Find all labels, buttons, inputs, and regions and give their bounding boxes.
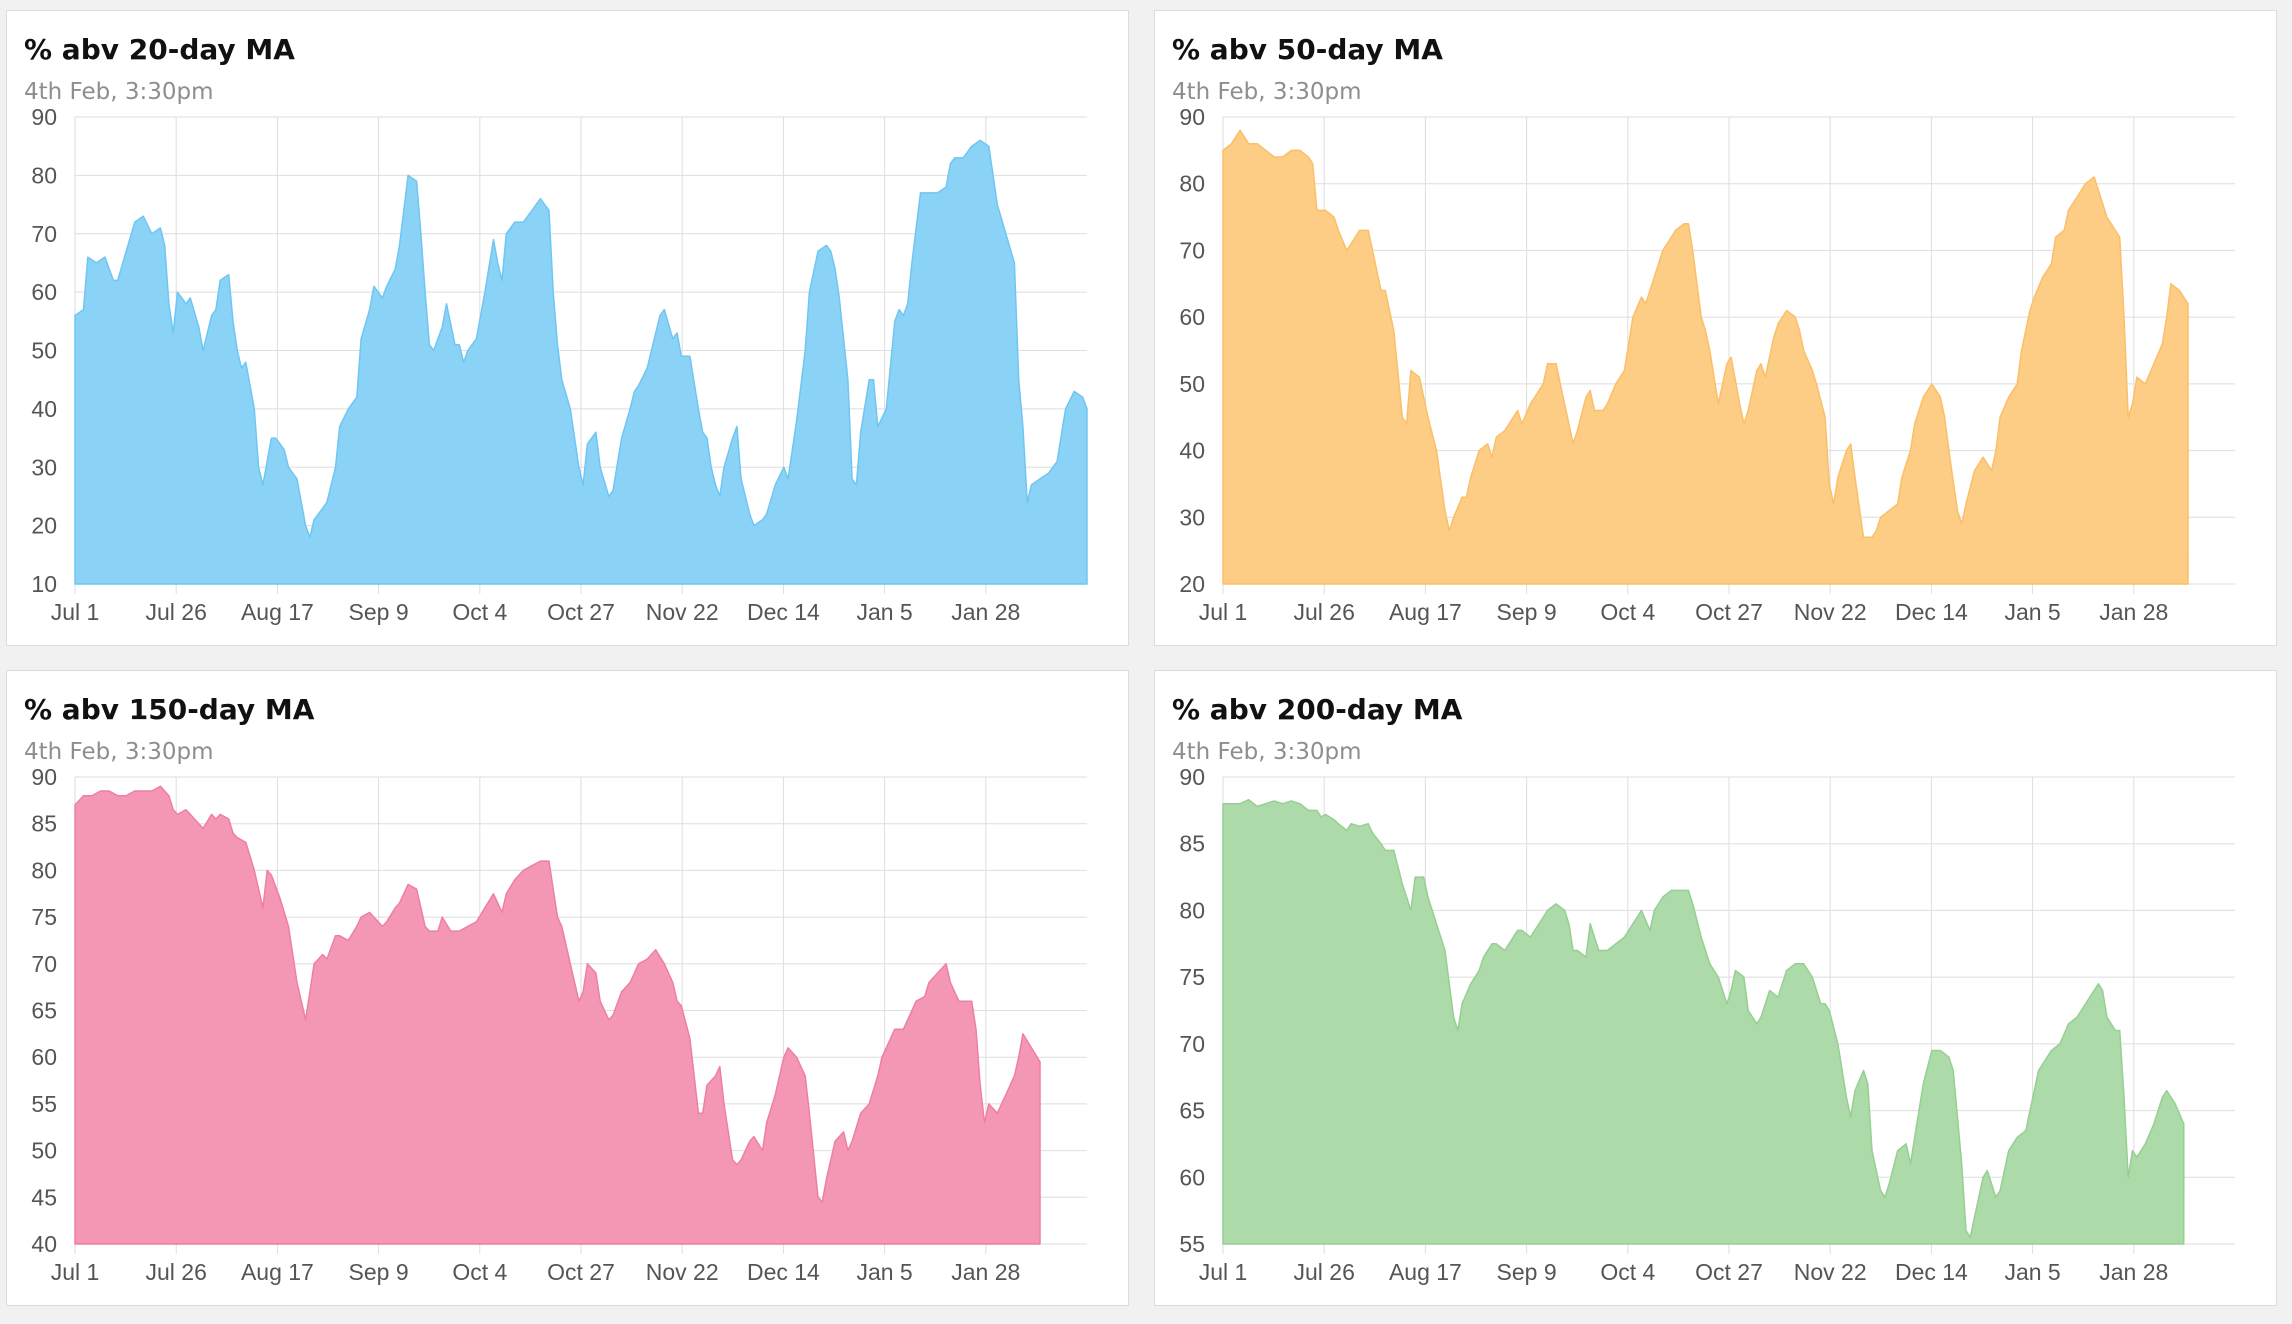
y-tick-label: 90 <box>1179 104 1205 130</box>
x-tick-label: Sep 9 <box>349 599 409 625</box>
y-tick-label: 80 <box>1179 897 1205 923</box>
y-tick-label: 40 <box>31 396 57 422</box>
y-tick-label: 75 <box>1179 964 1205 990</box>
chart-subtitle: 4th Feb, 3:30pm <box>24 739 214 765</box>
y-tick-label: 50 <box>31 338 57 364</box>
x-tick-label: Jul 1 <box>1199 1259 1248 1285</box>
y-tick-label: 80 <box>1179 171 1205 197</box>
y-tick-label: 85 <box>1179 831 1205 857</box>
y-tick-label: 40 <box>31 1231 57 1257</box>
x-tick-label: Jan 28 <box>2099 599 2168 625</box>
y-tick-label: 40 <box>1179 438 1205 464</box>
area-chart-200-day: 55 60 65 70 75 80 85 90 Jul 1 Jul 26 Aug 17 Sep 9 Oc… <box>1179 764 2235 1285</box>
area-series <box>74 785 1041 1245</box>
y-tick-label: 70 <box>31 221 57 247</box>
y-tick-label: 50 <box>1179 371 1205 397</box>
y-tick-label: 70 <box>31 951 57 977</box>
chart-title: % abv 50-day MA <box>1172 33 1443 66</box>
y-tick-label: 65 <box>1179 1098 1205 1124</box>
x-tick-label: Dec 14 <box>1895 1259 1968 1285</box>
chart-title: % abv 20-day MA <box>24 33 295 66</box>
x-tick-label: Oct 27 <box>1695 599 1763 625</box>
x-tick-label: Aug 17 <box>241 1259 314 1285</box>
x-tick-label: Nov 22 <box>646 599 719 625</box>
x-tick-label: Jul 1 <box>1199 599 1248 625</box>
y-tick-label: 90 <box>1179 764 1205 790</box>
x-tick-label: Oct 27 <box>1695 1259 1763 1285</box>
x-tick-label: Oct 27 <box>547 599 615 625</box>
x-tick-label: Sep 9 <box>1497 599 1557 625</box>
chart-panel-150-day: % abv 150-day MA 4th Feb, 3:30pm 40 45 50 5… <box>6 670 1129 1306</box>
x-tick-label: Jul 26 <box>1294 1259 1355 1285</box>
y-tick-label: 45 <box>31 1184 57 1210</box>
x-tick-label: Nov 22 <box>1794 599 1867 625</box>
y-tick-label: 10 <box>31 571 57 597</box>
x-tick-label: Jul 1 <box>51 599 100 625</box>
x-tick-label: Aug 17 <box>1389 599 1462 625</box>
y-tick-label: 55 <box>31 1091 57 1117</box>
chart-title: % abv 150-day MA <box>24 693 315 726</box>
chart-title: % abv 200-day MA <box>1172 693 1463 726</box>
y-tick-label: 70 <box>1179 1031 1205 1057</box>
x-tick-label: Dec 14 <box>747 1259 820 1285</box>
area-chart-50-day: 20 30 40 50 60 70 80 90 Jul 1 Jul 26 Aug 17 Sep 9 Oc… <box>1179 104 2235 625</box>
x-tick-label: Aug 17 <box>1389 1259 1462 1285</box>
y-tick-label: 30 <box>31 454 57 480</box>
x-tick-label: Dec 14 <box>747 599 820 625</box>
x-tick-label: Jul 26 <box>146 1259 207 1285</box>
x-tick-label: Jul 26 <box>146 599 207 625</box>
y-tick-label: 75 <box>31 904 57 930</box>
x-tick-label: Dec 14 <box>1895 599 1968 625</box>
y-tick-label: 60 <box>1179 304 1205 330</box>
x-tick-label: Oct 4 <box>1600 599 1655 625</box>
x-tick-label: Jul 1 <box>51 1259 100 1285</box>
chart-subtitle: 4th Feb, 3:30pm <box>1172 739 1362 765</box>
chart-panel-200-day: % abv 200-day MA 4th Feb, 3:30pm 55 60 65 7… <box>1154 670 2277 1306</box>
chart-subtitle: 4th Feb, 3:30pm <box>24 79 214 105</box>
x-tick-label: Nov 22 <box>646 1259 719 1285</box>
area-chart-20-day: 10 20 30 40 50 60 70 80 90 Jul 1 Jul 26 Aug 17 Sep 9… <box>31 104 1088 625</box>
x-tick-label: Jan 28 <box>951 599 1020 625</box>
y-tick-label: 60 <box>31 1044 57 1070</box>
chart-panel-50-day: % abv 50-day MA 4th Feb, 3:30pm 20 30 40 50… <box>1154 10 2277 646</box>
y-tick-label: 20 <box>1179 571 1205 597</box>
x-tick-label: Sep 9 <box>1497 1259 1557 1285</box>
x-tick-label: Sep 9 <box>349 1259 409 1285</box>
y-tick-label: 80 <box>31 162 57 188</box>
y-tick-label: 80 <box>31 857 57 883</box>
y-tick-label: 55 <box>1179 1231 1205 1257</box>
area-series <box>74 139 1088 585</box>
x-tick-label: Oct 4 <box>452 599 507 625</box>
x-tick-label: Jan 5 <box>856 599 912 625</box>
x-tick-label: Jan 5 <box>2004 599 2060 625</box>
y-tick-label: 20 <box>31 513 57 539</box>
x-tick-label: Jul 26 <box>1294 599 1355 625</box>
chart-subtitle: 4th Feb, 3:30pm <box>1172 79 1362 105</box>
y-tick-label: 90 <box>31 104 57 130</box>
x-tick-label: Oct 27 <box>547 1259 615 1285</box>
y-tick-label: 60 <box>31 279 57 305</box>
area-series <box>1222 798 2185 1245</box>
y-tick-label: 50 <box>31 1138 57 1164</box>
y-tick-label: 90 <box>31 764 57 790</box>
y-tick-label: 30 <box>1179 504 1205 530</box>
x-tick-label: Nov 22 <box>1794 1259 1867 1285</box>
x-tick-label: Oct 4 <box>452 1259 507 1285</box>
chart-panel-20-day: % abv 20-day MA 4th Feb, 3:30pm 10 20 30 40… <box>6 10 1129 646</box>
x-tick-label: Oct 4 <box>1600 1259 1655 1285</box>
y-tick-label: 65 <box>31 998 57 1024</box>
x-tick-label: Jan 5 <box>856 1259 912 1285</box>
y-tick-label: 85 <box>31 811 57 837</box>
x-tick-label: Jan 28 <box>2099 1259 2168 1285</box>
y-tick-label: 60 <box>1179 1164 1205 1190</box>
x-tick-label: Jan 5 <box>2004 1259 2060 1285</box>
area-chart-150-day: 40 45 50 55 60 65 70 75 80 85 90 Jul 1 Jul 26 Aug 17 S… <box>31 764 1087 1285</box>
y-tick-label: 70 <box>1179 237 1205 263</box>
x-tick-label: Jan 28 <box>951 1259 1020 1285</box>
area-series <box>1222 129 2189 585</box>
x-tick-label: Aug 17 <box>241 599 314 625</box>
